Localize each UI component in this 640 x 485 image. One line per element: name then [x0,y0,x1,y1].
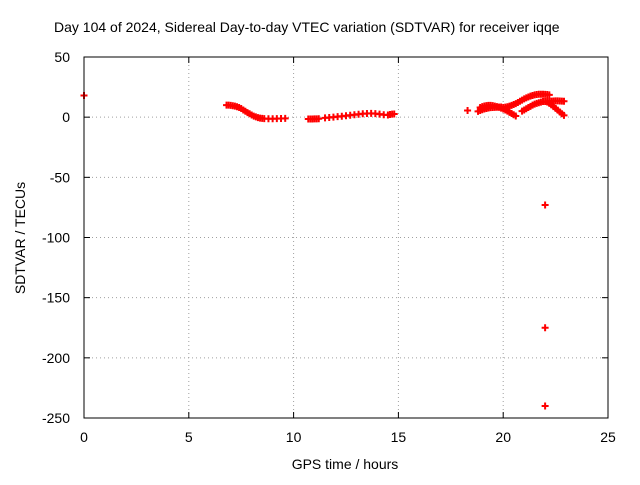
data-point [512,112,520,120]
data-point [541,402,549,410]
data-point [541,201,549,209]
grid-lines [84,57,608,418]
y-axis-label: SDTVAR / TECUs [12,181,28,295]
y-tick-label: -50 [50,169,70,185]
data-point [281,114,289,122]
data-point [541,324,549,332]
data-point [464,107,472,115]
chart-title: Day 104 of 2024, Sidereal Day-to-day VTE… [54,19,560,35]
tick-labels: 0 5 10 15 20 25 50 0 -50 -100 -150 -200 -250 [42,49,616,445]
x-tick-label: 0 [80,429,88,445]
y-tick-label: -100 [42,230,70,246]
y-tick-label: 50 [54,49,70,65]
data-points [80,90,568,410]
data-point [560,111,568,119]
y-tick-label: -150 [42,290,70,306]
y-tick-label: -200 [42,350,70,366]
data-point [390,110,398,118]
x-tick-label: 10 [286,429,302,445]
y-tick-label: -250 [42,410,70,426]
x-axis-label: GPS time / hours [291,456,399,472]
axis-ticks [83,56,609,419]
x-tick-label: 25 [600,429,616,445]
y-tick-label: 0 [62,109,70,125]
data-point [315,115,323,123]
data-point [560,97,568,105]
x-tick-label: 20 [495,429,511,445]
plot-frame [83,56,609,419]
x-tick-label: 5 [185,429,193,445]
x-tick-label: 15 [391,429,407,445]
data-point [545,91,553,99]
